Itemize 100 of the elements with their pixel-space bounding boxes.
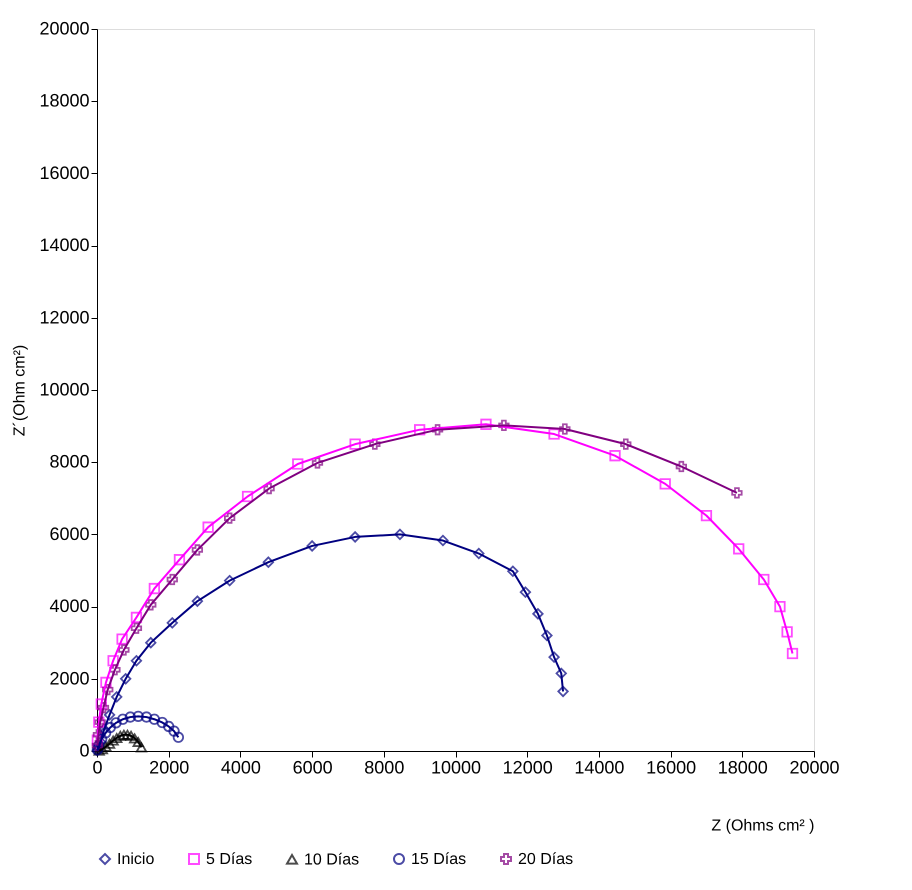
point	[114, 730, 126, 741]
y-tick-label: 2000	[49, 668, 90, 688]
point	[192, 596, 204, 607]
point	[394, 528, 406, 540]
point	[120, 673, 132, 684]
point	[118, 644, 130, 656]
point	[130, 622, 142, 634]
point	[306, 540, 318, 552]
point	[136, 742, 148, 752]
point	[96, 698, 107, 710]
point	[520, 586, 532, 598]
point	[224, 574, 236, 586]
point	[480, 418, 492, 430]
x-tick-label: 20000	[789, 758, 840, 778]
point	[129, 733, 140, 744]
point	[786, 648, 798, 660]
point	[132, 710, 144, 722]
point	[145, 599, 156, 610]
point	[676, 460, 687, 472]
point	[559, 423, 570, 435]
point	[292, 458, 304, 470]
point	[507, 566, 519, 577]
point	[781, 626, 793, 638]
point	[111, 732, 122, 744]
point	[609, 450, 621, 462]
point	[548, 428, 560, 440]
point	[166, 574, 178, 586]
point	[148, 582, 160, 594]
y-tick-label: 8000	[49, 452, 90, 472]
point	[541, 630, 553, 642]
point	[117, 714, 128, 725]
point	[104, 709, 116, 721]
point	[100, 676, 112, 688]
point	[414, 424, 426, 436]
point	[98, 702, 110, 714]
point	[263, 482, 275, 494]
x-axis-title: Z (Ohms cm² )	[711, 818, 814, 834]
point	[130, 612, 142, 624]
point	[349, 438, 361, 450]
y-tick-label: 6000	[49, 524, 90, 544]
point	[700, 510, 712, 522]
point	[107, 736, 119, 746]
point	[432, 424, 444, 436]
point	[125, 730, 137, 741]
point	[124, 711, 136, 723]
x-tick-label: 14000	[574, 758, 624, 778]
y-axis-title: Z´(Ohm cm²)	[11, 344, 28, 436]
point	[122, 730, 134, 740]
x-tick-label: 12000	[502, 758, 553, 778]
point	[166, 617, 178, 628]
point	[172, 732, 184, 743]
point	[437, 534, 449, 546]
point	[660, 478, 671, 490]
point	[349, 531, 361, 543]
point	[145, 637, 156, 648]
legend-label: Inicio	[117, 851, 154, 868]
point	[109, 664, 121, 676]
x-tick-label: 4000	[220, 758, 261, 778]
x-tick-label: 0	[92, 758, 103, 778]
point	[100, 742, 112, 752]
y-tick-label: 10000	[39, 380, 90, 400]
point	[168, 726, 180, 737]
x-tick-label: 6000	[292, 758, 333, 778]
point	[102, 684, 114, 696]
point	[556, 668, 567, 680]
x-tick-label: 2000	[149, 758, 190, 778]
y-tick-label: 16000	[39, 162, 90, 183]
point	[163, 720, 174, 732]
y-tick-label: 0	[79, 740, 90, 760]
point	[174, 554, 186, 566]
point	[733, 543, 744, 554]
point	[532, 608, 544, 620]
legend-label: 20 Días	[518, 851, 574, 868]
point	[104, 722, 116, 734]
point	[118, 730, 130, 740]
point	[116, 633, 128, 645]
point	[110, 717, 122, 728]
point	[224, 512, 236, 524]
point	[557, 686, 569, 698]
point	[262, 556, 274, 568]
y-tick-label: 12000	[39, 307, 90, 328]
legend-label: 10 Días	[304, 851, 360, 868]
point	[620, 438, 632, 450]
x-tick-label: 16000	[646, 758, 696, 778]
point	[130, 655, 142, 666]
point	[92, 729, 104, 740]
point	[242, 490, 254, 502]
x-tick-label: 18000	[718, 758, 768, 778]
point	[140, 711, 152, 723]
y-tick-label: 4000	[49, 596, 90, 616]
point	[148, 714, 160, 725]
y-tick-label: 14000	[39, 235, 90, 256]
y-tick-label: 18000	[39, 90, 90, 111]
x-tick-label: 8000	[364, 758, 404, 778]
point	[758, 574, 770, 586]
point	[473, 548, 484, 560]
point	[104, 738, 116, 749]
point	[107, 655, 119, 666]
point	[111, 691, 122, 702]
x-tick-label: 10000	[430, 758, 482, 778]
